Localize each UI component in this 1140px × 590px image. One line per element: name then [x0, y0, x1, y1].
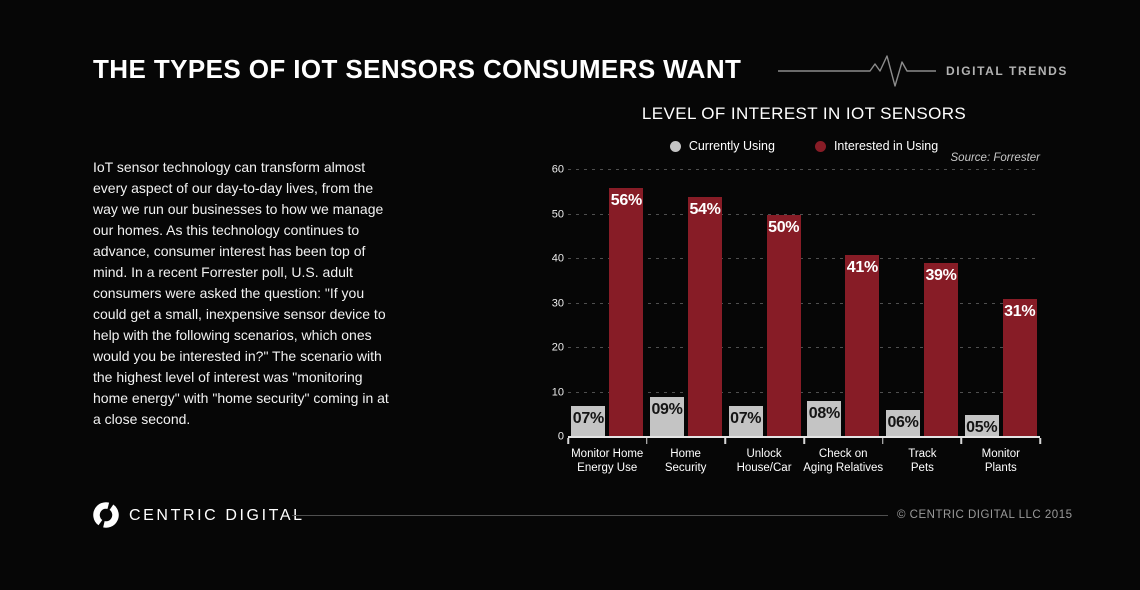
- legend-label: Interested in Using: [833, 139, 939, 153]
- gridline-20: [568, 347, 1040, 348]
- x-label-unlock-house-car: Unlock House/Car: [736, 448, 792, 474]
- legend-item-interested-in-using: Interested in Using: [814, 139, 939, 153]
- bar-group-monitor-home-energy-use: 07% 56%: [568, 170, 647, 437]
- bar-group-unlock-house-car: 07% 50%: [725, 170, 804, 437]
- x-axis-labels: Monitor Home Energy Use Home Security Unlock…: [568, 447, 1040, 475]
- bar-value-label: 56%: [610, 191, 642, 209]
- footer-brand-name: CENTRIC DIGITAL: [129, 507, 305, 524]
- bar-currently-using-unlock-house-car: 07%: [728, 405, 763, 437]
- bar-value-label: 41%: [846, 258, 878, 276]
- bar-interested-in-using-home-security: 54%: [688, 196, 722, 437]
- x-label-monitor-plants: Monitor Plants: [981, 448, 1020, 474]
- legend-marker-currently-using: [669, 140, 681, 152]
- bar-value-label: 50%: [768, 218, 800, 236]
- bar-value-label: 31%: [1004, 303, 1036, 321]
- legend-label: Currently Using: [688, 139, 775, 153]
- intro-paragraph: IoT sensor technology can transform almo…: [93, 159, 389, 427]
- bar-currently-using-check-on-aging-relatives: 08%: [807, 401, 842, 437]
- x-axis-ticks: [567, 437, 1041, 445]
- bar-value-label: 07%: [730, 409, 762, 427]
- bar-interested-in-using-check-on-aging-relatives: 41%: [845, 254, 880, 437]
- x-label-check-on-aging-relatives: Check on Aging Relatives: [803, 448, 884, 474]
- brand-label: DIGITAL TRENDS: [946, 64, 1068, 78]
- y-tick-label-20: 20: [551, 341, 564, 354]
- chart-title: LEVEL OF INTEREST IN IOT SENSORS: [641, 104, 967, 123]
- y-axis: 0 10 20 30 40 50 60: [538, 164, 564, 442]
- bar-value-label: 54%: [689, 200, 721, 218]
- bar-interested-in-using-unlock-house-car: 50%: [766, 214, 801, 437]
- footer-copyright: © CENTRIC DIGITAL LLC 2015: [897, 509, 1073, 521]
- bar-interested-in-using-monitor-home-energy-use: 56%: [609, 187, 644, 437]
- legend-marker-interested-in-using: [814, 140, 826, 152]
- bar-currently-using-track-pets: 06%: [886, 410, 921, 437]
- bar-value-label: 06%: [887, 414, 919, 432]
- x-label-home-security: Home Security: [664, 448, 707, 474]
- bar-group-home-security: 09% 54%: [647, 170, 726, 437]
- x-axis-tick: [567, 438, 569, 444]
- x-axis-tick: [960, 438, 963, 444]
- bar-currently-using-home-security: 09%: [650, 396, 684, 437]
- y-tick-label-0: 0: [557, 430, 564, 443]
- bar-group-monitor-plants: 05% 31%: [961, 170, 1040, 437]
- legend-item-currently-using: Currently Using: [669, 139, 775, 153]
- gridline-40: [568, 258, 1040, 259]
- plot-area: 07% 56% 09% 54% 07% 50% 08% 41% 06% 39% 05% 31%: [568, 169, 1040, 438]
- chart-source: Source: Forrester: [950, 152, 1040, 164]
- gridline-30: [568, 302, 1040, 304]
- y-tick-label-30: 30: [551, 297, 564, 309]
- y-tick-label-50: 50: [551, 208, 564, 220]
- x-axis-tick: [645, 438, 648, 444]
- x-axis-tick: [724, 438, 727, 444]
- bar-group-check-on-aging-relatives: 08% 41%: [804, 170, 883, 437]
- y-tick-label-10: 10: [551, 386, 564, 398]
- x-axis-tick: [1039, 438, 1041, 444]
- bar-value-label: 07%: [572, 409, 604, 427]
- bar-currently-using-monitor-home-energy-use: 07%: [571, 405, 606, 437]
- page-title: THE TYPES OF IOT SENSORS CONSUMERS WANT: [93, 54, 742, 84]
- bar-interested-in-using-monitor-plants: 31%: [1002, 299, 1037, 437]
- footer-divider: [292, 515, 888, 516]
- bar-value-label: 05%: [966, 418, 998, 436]
- brand-block: DIGITAL TRENDS: [778, 52, 1068, 90]
- gridline-50: [568, 213, 1040, 215]
- gridline-10: [568, 391, 1040, 393]
- bar-interested-in-using-track-pets: 39%: [924, 263, 959, 437]
- bar-value-label: 09%: [651, 400, 683, 418]
- x-label-monitor-home-energy-use: Monitor Home Energy Use: [571, 448, 644, 474]
- bar-groups: 07% 56% 09% 54% 07% 50% 08% 41% 06% 39% 05% 31%: [568, 170, 1040, 437]
- y-tick-label-60: 60: [551, 163, 564, 176]
- x-axis-baseline: [568, 436, 1040, 438]
- bar-value-label: 39%: [925, 267, 957, 285]
- bar-group-track-pets: 06% 39%: [883, 170, 962, 437]
- bar-value-label: 08%: [808, 405, 840, 423]
- gridline-60: [568, 169, 1040, 170]
- x-axis-tick: [881, 438, 884, 444]
- heartbeat-pulse-icon: [778, 55, 936, 87]
- bar-currently-using-monitor-plants: 05%: [964, 414, 999, 437]
- y-tick-label-40: 40: [551, 252, 564, 265]
- x-axis-tick: [803, 438, 805, 444]
- x-label-track-pets: Track Pets: [908, 448, 937, 474]
- chart-legend: Currently Using Interested in Using: [568, 139, 1040, 153]
- centric-digital-logo: [93, 502, 119, 528]
